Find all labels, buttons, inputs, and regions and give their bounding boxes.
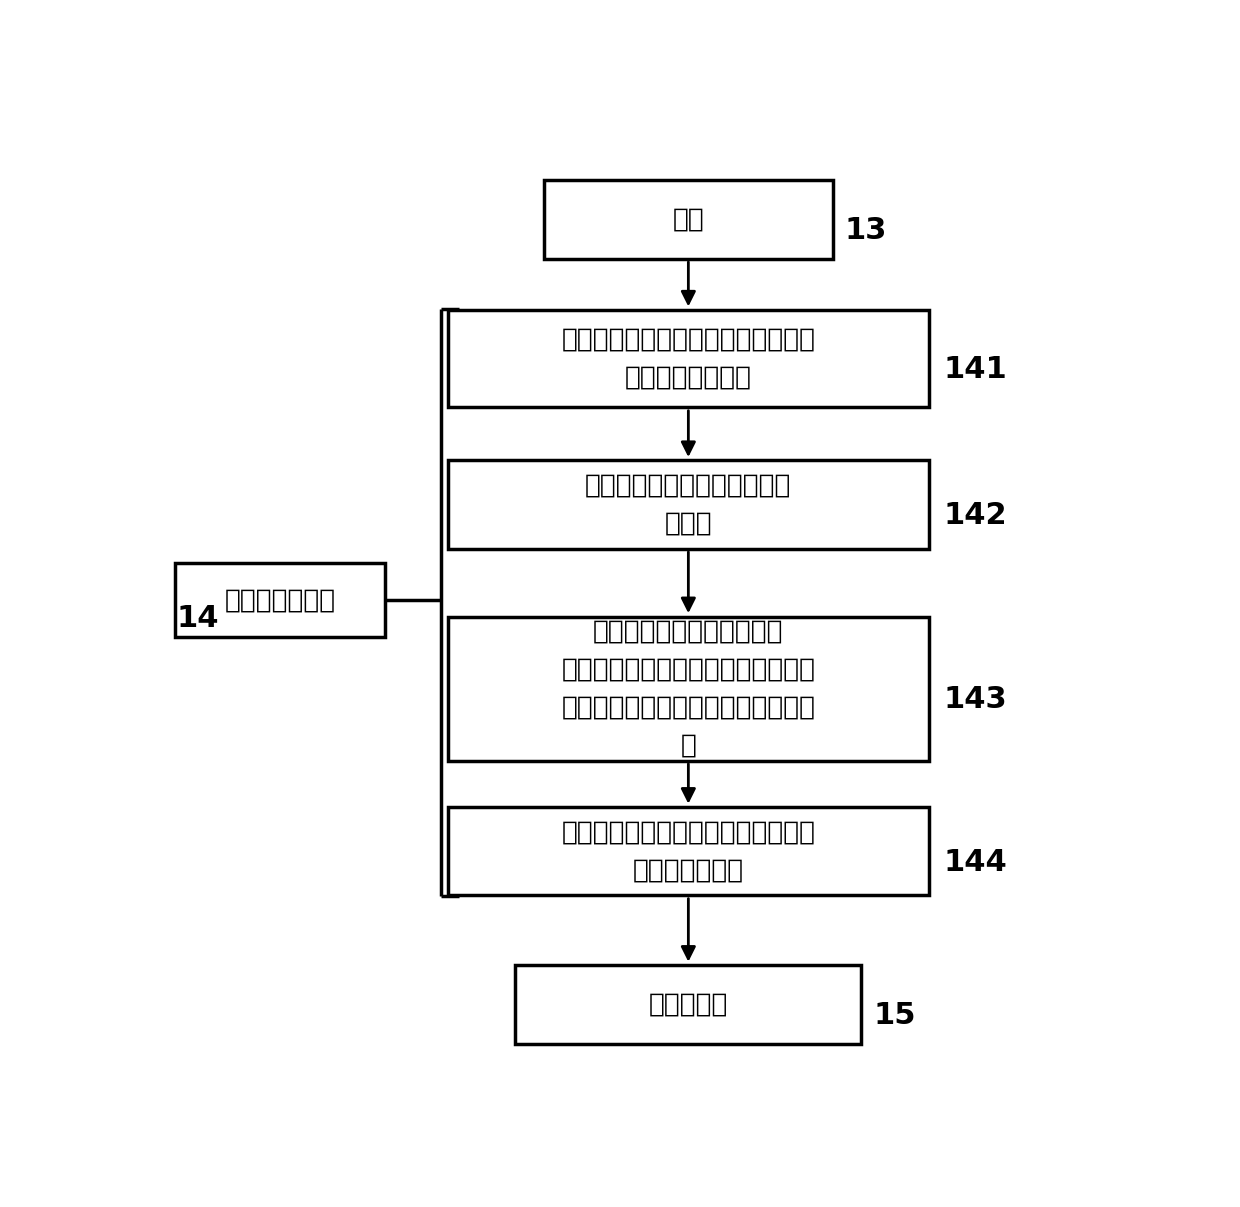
Text: 14: 14 [176, 605, 218, 634]
Text: 静置沉积一预定时间形成一长碳链硅
烷化合物沉积层: 静置沉积一预定时间形成一长碳链硅 烷化合物沉积层 [562, 820, 816, 884]
Text: 143: 143 [942, 686, 1007, 715]
Text: 置该组件于一真空反应腔，
将该真空反应腔升温至一预定温度，
并导入一长碳链硅烷化合物溶液之气
体: 置该组件于一真空反应腔， 将该真空反应腔升温至一预定温度， 并导入一长碳链硅烷化… [562, 618, 816, 758]
Text: 以臭氧电浆将该欲沉积表面进
行改质: 以臭氧电浆将该欲沉积表面进 行改质 [585, 472, 791, 537]
Text: 硅烷化合物沉积: 硅烷化合物沉积 [224, 588, 336, 613]
Text: 以一光罩覆盖该面板之部分表面，并
露出一欲沉积表面: 以一光罩覆盖该面板之部分表面，并 露出一欲沉积表面 [562, 327, 816, 391]
FancyBboxPatch shape [175, 562, 384, 637]
Text: 13: 13 [844, 216, 888, 245]
Text: 压合: 压合 [672, 206, 704, 232]
FancyBboxPatch shape [448, 310, 929, 408]
Text: 144: 144 [942, 847, 1007, 876]
FancyBboxPatch shape [544, 180, 832, 258]
Text: 142: 142 [942, 501, 1007, 530]
FancyBboxPatch shape [448, 807, 929, 896]
FancyBboxPatch shape [448, 617, 929, 760]
Text: 141: 141 [942, 355, 1007, 384]
FancyBboxPatch shape [516, 966, 862, 1044]
Text: 气密性检测: 气密性检测 [649, 991, 728, 1018]
FancyBboxPatch shape [448, 460, 929, 549]
Text: 15: 15 [874, 1001, 916, 1031]
